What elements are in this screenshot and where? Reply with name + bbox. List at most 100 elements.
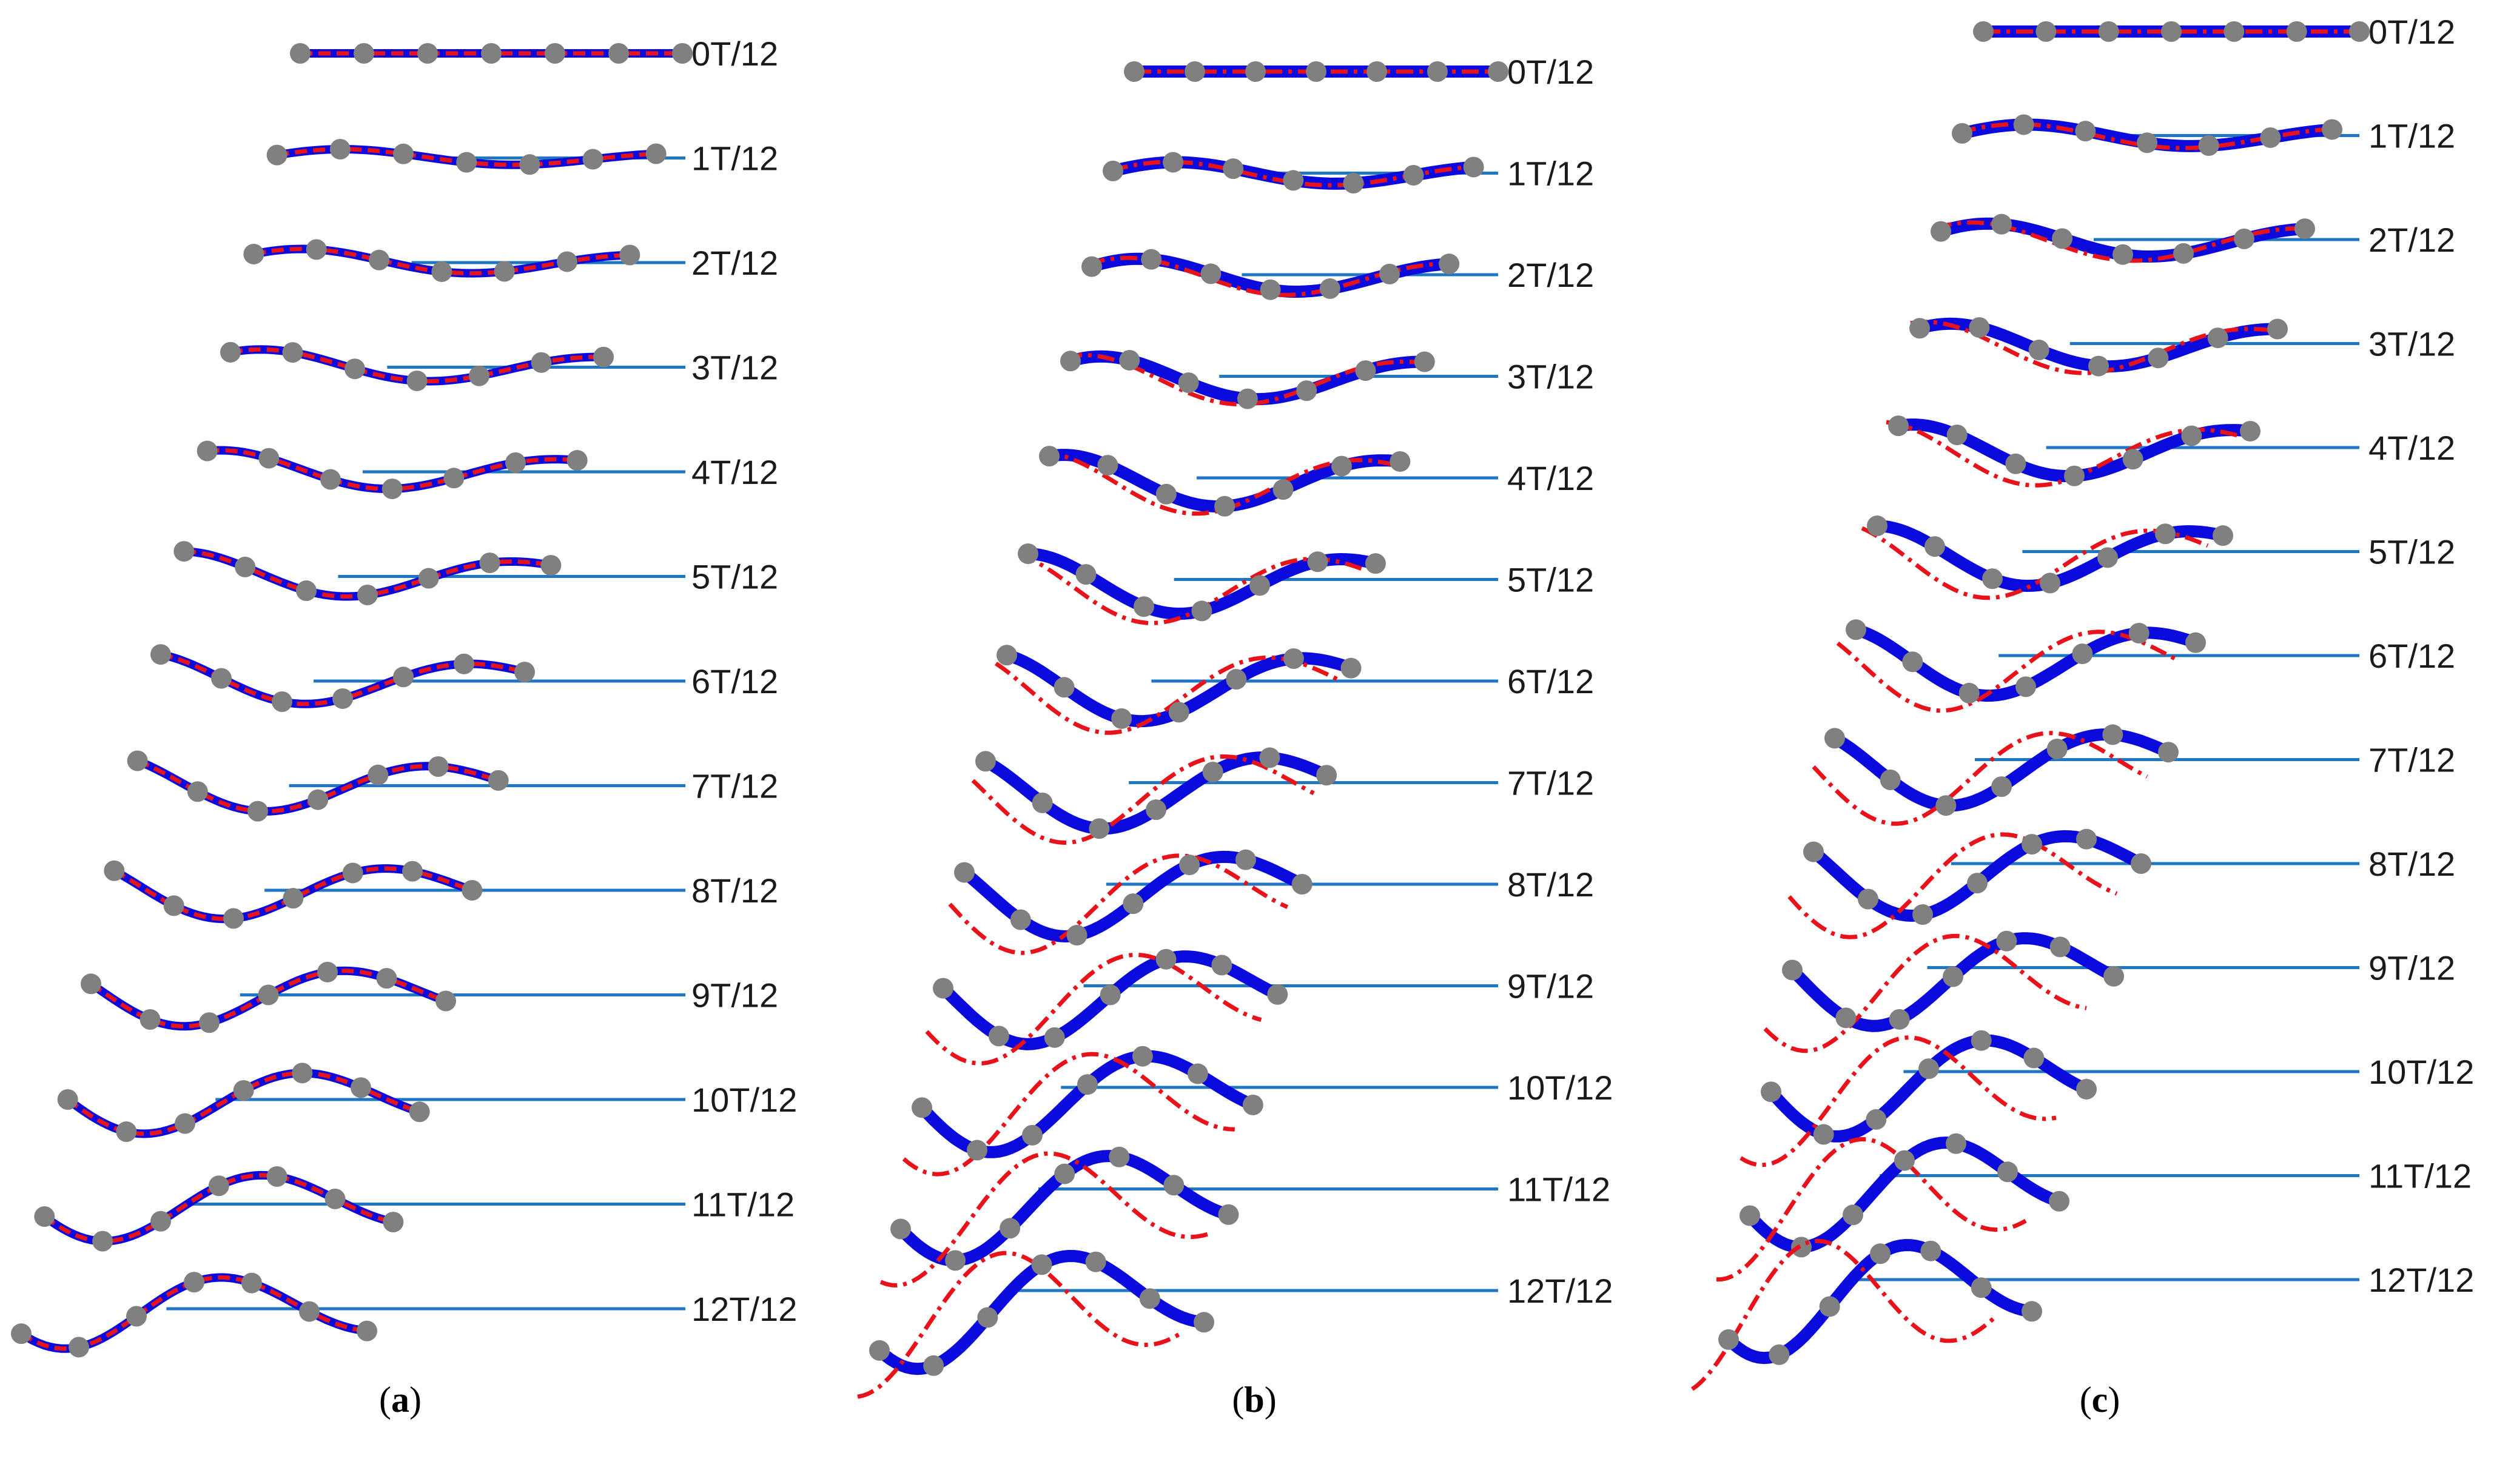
body-marker bbox=[1866, 1109, 1887, 1130]
body-marker bbox=[57, 1089, 78, 1110]
body-marker bbox=[1867, 515, 1887, 537]
body-marker bbox=[1168, 702, 1189, 723]
body-marker bbox=[383, 1212, 404, 1233]
body-marker bbox=[1194, 1312, 1214, 1333]
body-marker bbox=[1340, 657, 1362, 679]
body-marker bbox=[357, 1320, 377, 1341]
body-marker bbox=[175, 1113, 195, 1134]
body-marker bbox=[2181, 425, 2202, 446]
body-marker bbox=[2198, 135, 2219, 156]
body-marker bbox=[406, 370, 428, 391]
time-label: 11T/12 bbox=[1507, 1170, 1610, 1209]
body-marker bbox=[376, 968, 397, 989]
body-marker bbox=[306, 239, 327, 260]
body-marker bbox=[1155, 483, 1177, 505]
body-marker bbox=[2148, 347, 2169, 369]
body-marker bbox=[272, 691, 292, 712]
body-marker bbox=[557, 251, 577, 272]
body-marker bbox=[1191, 600, 1212, 622]
body-marker bbox=[243, 243, 264, 264]
body-marker bbox=[1991, 776, 2012, 797]
body-marker bbox=[1982, 568, 2003, 589]
body-marker bbox=[2102, 724, 2123, 745]
body-marker bbox=[645, 143, 667, 164]
body-marker bbox=[869, 1340, 890, 1361]
body-marker bbox=[2173, 243, 2194, 264]
body-marker bbox=[2294, 218, 2315, 240]
body-marker bbox=[296, 580, 317, 602]
body-marker bbox=[345, 358, 365, 380]
time-label: 0T/12 bbox=[2368, 13, 2455, 51]
body-marker bbox=[1997, 1161, 2018, 1183]
body-marker bbox=[1973, 21, 1994, 42]
body-marker bbox=[1010, 909, 1031, 930]
body-marker bbox=[1952, 123, 1972, 144]
body-marker bbox=[1880, 769, 1901, 790]
body-marker bbox=[2028, 340, 2049, 361]
body-marker bbox=[1306, 61, 1326, 82]
body-marker bbox=[1109, 1146, 1130, 1167]
body-marker bbox=[2049, 1190, 2069, 1212]
body-marker bbox=[1259, 747, 1280, 768]
body-marker bbox=[479, 552, 500, 574]
body-marker bbox=[2097, 547, 2118, 568]
body-marker bbox=[1103, 160, 1123, 181]
body-marker bbox=[220, 341, 241, 363]
time-label: 1T/12 bbox=[1507, 155, 1594, 193]
body-marker bbox=[2155, 523, 2176, 545]
time-label: 3T/12 bbox=[1507, 358, 1594, 396]
body-marker bbox=[342, 862, 363, 884]
body-marker bbox=[1935, 795, 1957, 816]
body-marker bbox=[2267, 318, 2288, 340]
time-label: 12T/12 bbox=[691, 1290, 797, 1328]
body-marker bbox=[1319, 278, 1340, 299]
body-marker bbox=[369, 249, 389, 270]
body-marker bbox=[1414, 351, 1435, 372]
body-marker bbox=[1000, 1218, 1021, 1239]
body-marker bbox=[393, 666, 414, 688]
body-marker bbox=[2240, 420, 2261, 442]
body-marker bbox=[1824, 728, 1845, 749]
body-marker bbox=[1123, 893, 1144, 915]
body-marker bbox=[1185, 61, 1205, 82]
panel-b: 0T/12 1T/12 2T/12 3T/12 4T/12 5T/12 6T/12 7T/12… bbox=[857, 53, 1613, 1399]
body-marker bbox=[1124, 61, 1145, 82]
body-marker bbox=[1100, 984, 1121, 1006]
body-marker bbox=[81, 973, 101, 995]
body-marker bbox=[332, 688, 353, 709]
body-marker bbox=[2185, 632, 2206, 653]
body-marker bbox=[1439, 253, 1460, 275]
time-label: 8T/12 bbox=[2368, 845, 2455, 883]
body-marker bbox=[933, 978, 953, 999]
body-marker bbox=[2207, 327, 2228, 349]
body-marker bbox=[150, 1210, 171, 1232]
body-marker bbox=[368, 764, 389, 785]
body-marker bbox=[1967, 873, 1988, 894]
body-marker bbox=[488, 770, 509, 791]
body-marker bbox=[1179, 854, 1200, 876]
body-marker bbox=[2122, 449, 2143, 470]
body-marker bbox=[912, 1097, 932, 1118]
time-label: 7T/12 bbox=[1507, 764, 1594, 802]
body-marker bbox=[290, 43, 311, 64]
model-body-curve bbox=[1690, 1238, 1997, 1391]
body-marker bbox=[1054, 1163, 1075, 1184]
time-label: 6T/12 bbox=[2368, 637, 2455, 675]
body-marker bbox=[2013, 114, 2034, 135]
body-marker bbox=[199, 1012, 220, 1033]
body-marker bbox=[2322, 119, 2342, 140]
body-marker bbox=[1791, 1237, 1812, 1258]
time-label: 0T/12 bbox=[1507, 53, 1594, 91]
body-marker bbox=[1141, 249, 1162, 270]
body-marker bbox=[1132, 1046, 1153, 1067]
body-marker bbox=[197, 440, 218, 462]
body-marker bbox=[997, 645, 1017, 666]
time-label: 2T/12 bbox=[691, 244, 778, 282]
body-marker bbox=[1835, 1007, 1857, 1029]
body-marker bbox=[393, 143, 414, 164]
body-marker bbox=[382, 478, 403, 500]
body-marker bbox=[1355, 360, 1376, 381]
body-marker bbox=[173, 541, 195, 562]
time-label: 9T/12 bbox=[691, 976, 778, 1015]
body-marker bbox=[282, 342, 303, 363]
